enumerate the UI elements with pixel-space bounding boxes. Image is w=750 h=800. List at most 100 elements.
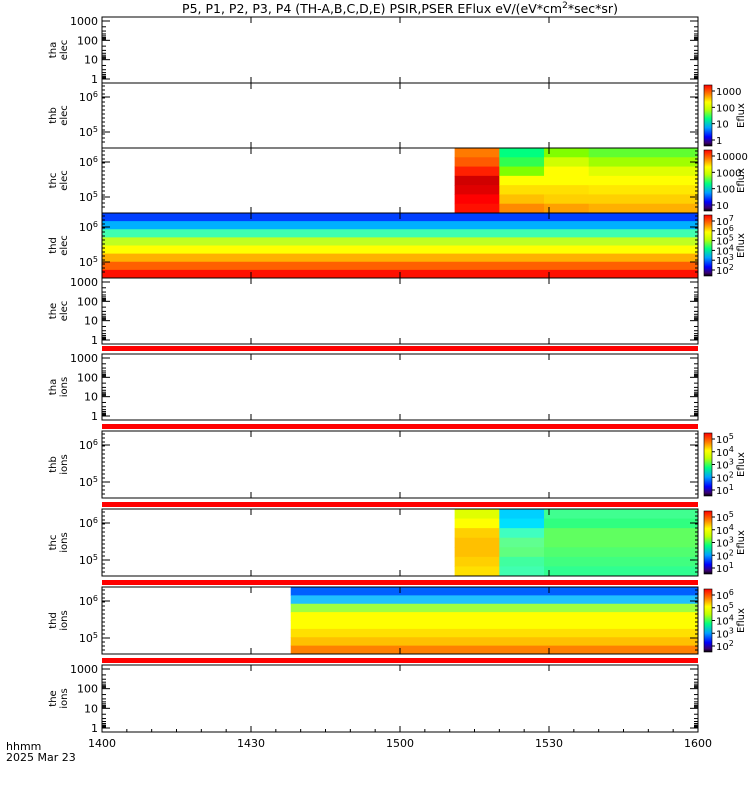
heat-row-thd-ions-5 bbox=[290, 628, 698, 638]
colorbar-tick-label: 1000 bbox=[716, 168, 741, 179]
heat-row-thd-elec-5 bbox=[102, 253, 698, 263]
ylabel-line1: thc bbox=[48, 535, 59, 551]
heat-cell-thc-elec-2-5 bbox=[544, 194, 590, 205]
ytick-label: 1000 bbox=[70, 276, 98, 289]
panel-thb-elec: 106 105 thb elec 1000 100 10 1 Eflux bbox=[48, 82, 747, 149]
panel-ylabel: tha elec bbox=[48, 40, 70, 61]
heat-cell-thc-ions-1-3 bbox=[499, 537, 545, 548]
heat-cell-thc-ions-1-5 bbox=[499, 556, 545, 567]
colorbar-label: Eflux bbox=[736, 608, 747, 633]
colorbar-tick-label: 104 bbox=[716, 243, 734, 257]
colorbar-tick-label: 102 bbox=[716, 639, 734, 653]
panel-the-ions: 1000 100 10 1 the ions bbox=[48, 663, 699, 735]
heat-cell-thc-ions-2-4 bbox=[544, 547, 699, 558]
colorbar-tick-label: 10000 bbox=[716, 152, 748, 163]
xtick-label: 1530 bbox=[535, 737, 563, 750]
x-axis: 1400 1430 1500 1530 1600 bbox=[88, 729, 712, 750]
heat-cell-thc-elec-2-4 bbox=[544, 185, 590, 195]
ytick-label: 105 bbox=[79, 475, 98, 489]
colorbar-label-text: Eflux bbox=[736, 530, 747, 555]
footer-date: 2025 Mar 23 bbox=[6, 751, 76, 764]
heat-cell-thc-elec-3-6 bbox=[588, 203, 699, 214]
ytick-label: 106 bbox=[79, 438, 98, 452]
panel-ylabel: thc elec bbox=[48, 170, 70, 191]
colorbar-tick-label: 1000 bbox=[716, 87, 741, 98]
panel-ylabel: thb elec bbox=[48, 105, 70, 126]
heat-row-thd-ions-4 bbox=[290, 620, 698, 630]
ytick-label: 105 bbox=[79, 255, 98, 269]
ytick-label: 1000 bbox=[70, 352, 98, 365]
heat-cell-thc-elec-3-4 bbox=[588, 185, 699, 195]
heat-cell-thc-elec-2-6 bbox=[544, 203, 590, 214]
heat-cell-thc-ions-1-0 bbox=[499, 509, 545, 520]
panel-ylabel: the ions bbox=[48, 688, 70, 708]
heat-cell-thc-elec-0-4 bbox=[454, 185, 500, 195]
panel-ylabel: tha ions bbox=[48, 377, 70, 397]
heat-cell-thc-elec-1-4 bbox=[499, 185, 545, 195]
xtick-label: 1400 bbox=[88, 737, 116, 750]
heat-cell-thc-elec-2-2 bbox=[544, 166, 590, 177]
ylabel-line1: tha bbox=[48, 379, 59, 395]
panel-ylabel: thc ions bbox=[48, 532, 70, 552]
ytick-label: 10 bbox=[84, 315, 98, 328]
red-bar bbox=[102, 580, 698, 585]
panel-tha-ions: 1000 100 10 1 tha ions bbox=[48, 352, 699, 429]
colorbar-fill bbox=[703, 588, 713, 653]
colorbar-tick-label: 107 bbox=[716, 214, 734, 228]
colorbar-thb-elec: 1000 100 10 1 Eflux bbox=[703, 84, 747, 147]
panel-ylabel: thd ions bbox=[48, 610, 70, 630]
ytick-label: 106 bbox=[79, 516, 98, 530]
heat-cell-thc-elec-0-0 bbox=[454, 148, 500, 158]
heat-cell-thc-ions-2-5 bbox=[544, 556, 699, 567]
ylabel-line2: ions bbox=[59, 610, 70, 630]
colorbar-tick-label: 10 bbox=[716, 201, 729, 212]
panel-thc-elec: 106 105 thc elec 10000 1000 100 10 Eflux bbox=[48, 147, 748, 214]
heat-cell-thc-elec-3-2 bbox=[588, 166, 699, 177]
ytick-label: 10 bbox=[84, 391, 98, 404]
heat-cell-thc-ions-2-0 bbox=[544, 509, 699, 520]
ylabel-line2: elec bbox=[59, 301, 70, 322]
panel-frame bbox=[101, 82, 699, 149]
colorbar-label: Eflux bbox=[736, 103, 747, 128]
colorbar-label-text: Eflux bbox=[736, 452, 747, 477]
heat-cell-thc-ions-0-3 bbox=[454, 537, 500, 548]
colorbar-tick-label: 102 bbox=[716, 470, 734, 484]
ylabel-line2: ions bbox=[59, 454, 70, 474]
ylabel-line2: elec bbox=[59, 105, 70, 126]
heat-cell-thc-elec-0-3 bbox=[454, 175, 500, 186]
colorbar-tick-label: 105 bbox=[716, 432, 734, 446]
colorbar-tick-label: 103 bbox=[716, 536, 734, 550]
colorbar-tick-label: 1 bbox=[716, 136, 722, 147]
ytick-label: 105 bbox=[79, 190, 98, 204]
colorbar-label: Eflux bbox=[736, 452, 747, 477]
footer-label: hhmm bbox=[6, 740, 41, 753]
heat-cell-thc-ions-1-4 bbox=[499, 547, 545, 558]
heat-row-thd-elec-3 bbox=[102, 237, 698, 246]
heat-cell-thc-elec-1-2 bbox=[499, 166, 545, 177]
colorbar-fill bbox=[703, 149, 713, 212]
panel-ylabel: the elec bbox=[48, 301, 70, 322]
heat-cell-thc-ions-2-3 bbox=[544, 537, 699, 548]
heat-row-thd-ions-7 bbox=[290, 645, 698, 655]
ylabel-line2: elec bbox=[59, 235, 70, 256]
heat-cell-thc-elec-1-3 bbox=[499, 175, 545, 186]
ytick-label: 100 bbox=[77, 371, 98, 384]
colorbar-tick-label: 104 bbox=[716, 523, 734, 537]
chart-title: P5, P1, P2, P3, P4 (TH-A,B,C,D,E) PSIR,P… bbox=[182, 1, 618, 16]
colorbar-fill bbox=[703, 510, 713, 575]
ytick-label: 1000 bbox=[70, 663, 98, 676]
heat-cell-thc-elec-0-5 bbox=[454, 194, 500, 205]
heat-row-thd-ions-6 bbox=[290, 637, 698, 647]
colorbar-tick-label: 105 bbox=[716, 601, 734, 615]
ylabel-line2: ions bbox=[59, 532, 70, 552]
heat-cell-thc-ions-2-2 bbox=[544, 528, 699, 539]
heat-row-thd-ions-3 bbox=[290, 612, 698, 621]
colorbar-tick-label: 102 bbox=[716, 263, 734, 277]
heat-cell-thc-ions-2-1 bbox=[544, 518, 699, 529]
panel-tha-elec: 1000 100 10 1 tha elec bbox=[48, 15, 699, 86]
